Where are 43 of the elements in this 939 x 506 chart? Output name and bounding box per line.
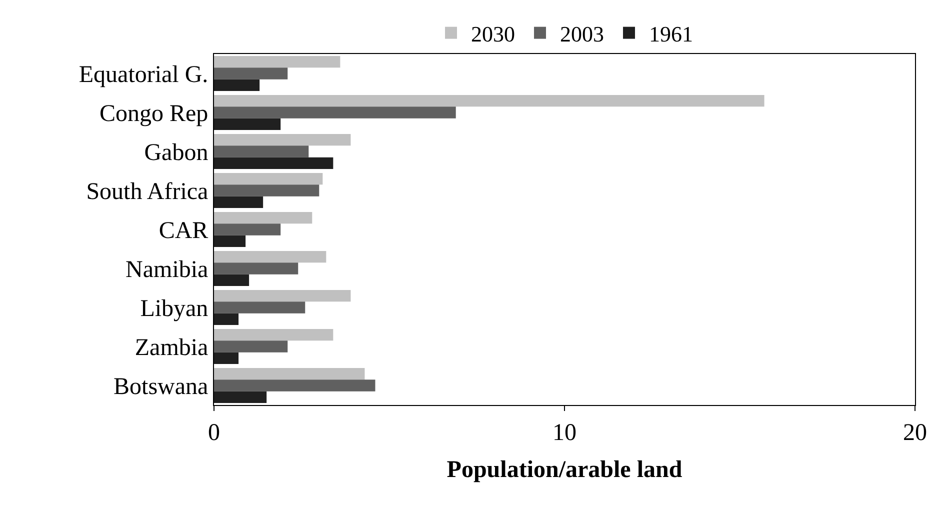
bar: [214, 235, 246, 248]
bar: [214, 94, 764, 107]
legend-label: 2030: [471, 21, 515, 46]
bar: [214, 146, 309, 158]
y-tick-label: Namibia: [126, 256, 209, 283]
bar: [214, 352, 239, 364]
bar: [214, 262, 298, 274]
bar: [214, 118, 281, 130]
bar: [214, 106, 456, 118]
bar: [214, 68, 288, 80]
y-tick-label: Gabon: [144, 140, 208, 166]
x-tick-label: 20: [903, 420, 927, 446]
y-tick-label: South Africa: [86, 178, 209, 205]
bar: [214, 172, 323, 185]
y-tick-label: Libyan: [140, 296, 208, 322]
bar: [214, 368, 365, 380]
bar: [214, 56, 340, 68]
bar: [214, 212, 312, 224]
bar: [214, 250, 326, 263]
y-tick-label: Congo Rep: [100, 100, 208, 127]
x-tick-label: 0: [208, 420, 220, 446]
bar: [214, 302, 306, 314]
bar: [214, 380, 376, 392]
y-tick-label: Equatorial G.: [78, 62, 208, 88]
bar: [214, 340, 288, 352]
bar: [214, 328, 334, 341]
bar: [214, 224, 281, 236]
bar: [214, 274, 250, 286]
bar: [214, 196, 264, 208]
y-tick-label: Zambia: [134, 334, 209, 361]
x-axis-title: Population/arable land: [446, 457, 683, 484]
bar: [214, 134, 351, 146]
bar: [214, 391, 267, 404]
x-tick-label: 10: [552, 420, 576, 446]
y-tick-label: Botswana: [114, 374, 209, 400]
bar: [214, 313, 239, 326]
y-tick-label: CAR: [158, 218, 208, 244]
legend-label: 1961: [649, 21, 693, 46]
bar: [214, 290, 351, 302]
bar: [214, 79, 260, 92]
bar: [214, 184, 320, 196]
bar: [214, 157, 334, 170]
legend-label: 2003: [560, 21, 604, 46]
